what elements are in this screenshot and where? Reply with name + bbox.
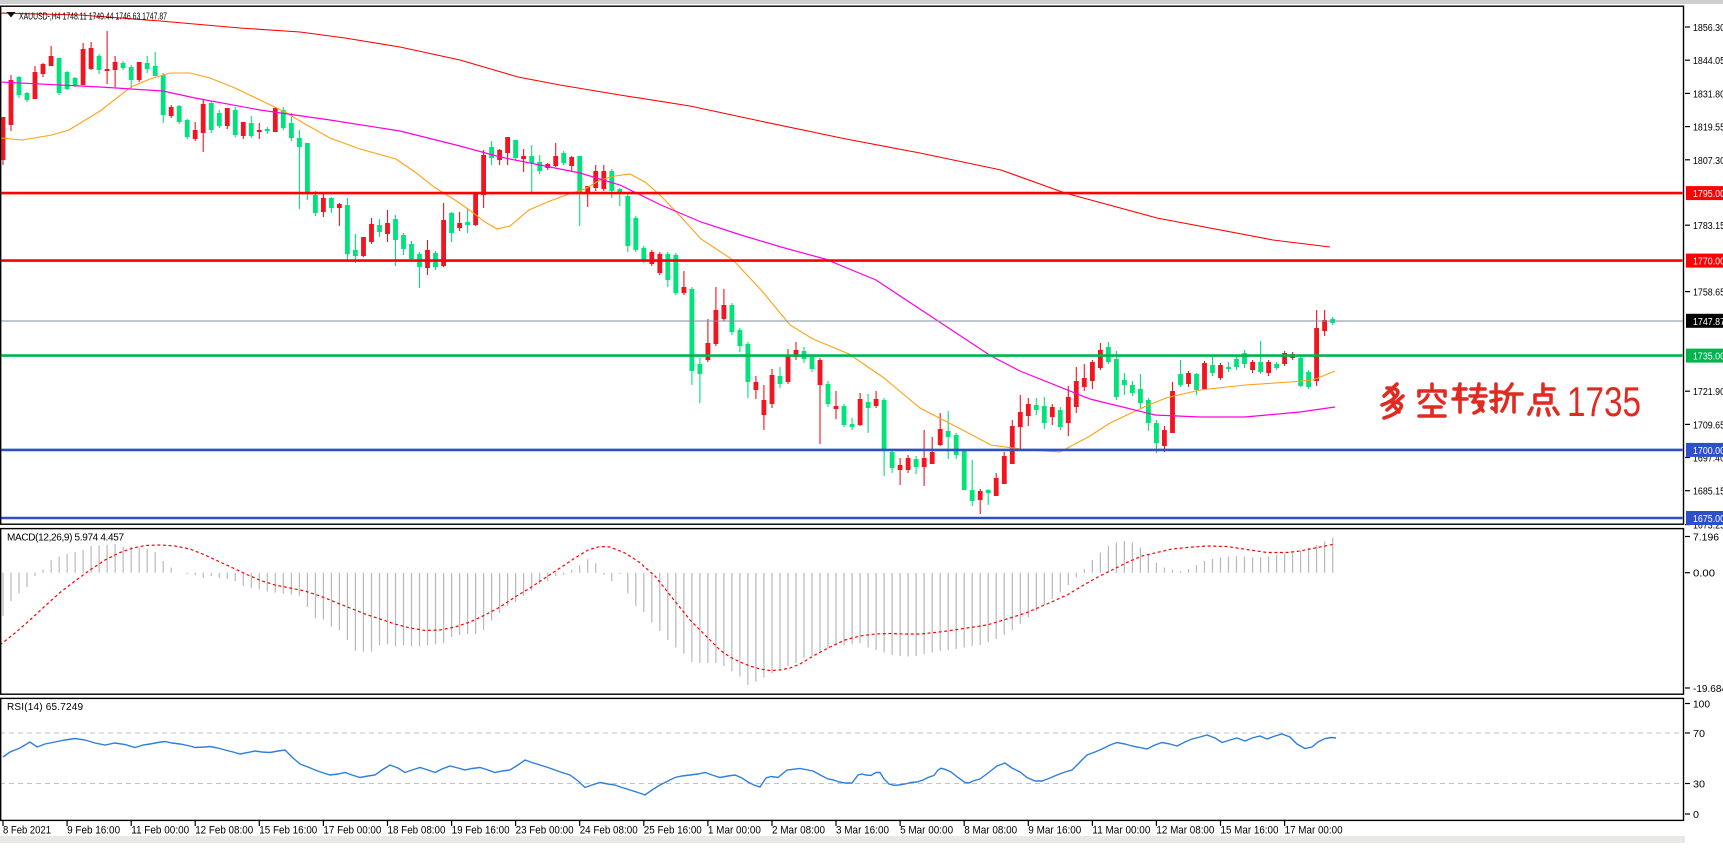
svg-text:9 Mar 16:00: 9 Mar 16:00	[1028, 825, 1081, 837]
svg-text:2 Mar 08:00: 2 Mar 08:00	[772, 825, 825, 837]
svg-text:23 Feb 00:00: 23 Feb 00:00	[516, 825, 574, 837]
svg-text:8 Mar 08:00: 8 Mar 08:00	[964, 825, 1017, 837]
svg-text:3 Mar 16:00: 3 Mar 16:00	[836, 825, 889, 837]
svg-text:1697.40: 1697.40	[1693, 454, 1723, 465]
svg-text:1758.65: 1758.65	[1693, 288, 1723, 299]
svg-text:XAUUSD-,H4 1748.11 1749.44 174: XAUUSD-,H4 1748.11 1749.44 1746.63 1747.…	[19, 12, 167, 23]
svg-text:9 Feb 16:00: 9 Feb 16:00	[67, 825, 120, 837]
svg-text:1831.80: 1831.80	[1693, 89, 1723, 100]
svg-text:1709.65: 1709.65	[1693, 420, 1723, 431]
svg-text:MACD(12,26,9) 5.974 4.457: MACD(12,26,9) 5.974 4.457	[7, 533, 124, 544]
svg-text:18 Feb 08:00: 18 Feb 08:00	[388, 825, 446, 837]
svg-text:1844.05: 1844.05	[1693, 56, 1723, 67]
svg-text:24 Feb 08:00: 24 Feb 08:00	[580, 825, 638, 837]
svg-text:11 Mar 00:00: 11 Mar 00:00	[1092, 825, 1150, 837]
svg-text:0: 0	[1693, 810, 1699, 821]
svg-text:1721.90: 1721.90	[1693, 387, 1723, 398]
svg-text:70: 70	[1693, 729, 1705, 740]
svg-text:7.196: 7.196	[1693, 533, 1719, 544]
svg-text:100: 100	[1693, 700, 1710, 711]
svg-text:17 Feb 00:00: 17 Feb 00:00	[323, 825, 381, 837]
svg-text:1675.00: 1675.00	[1693, 514, 1723, 525]
svg-text:1783.15: 1783.15	[1693, 221, 1723, 232]
svg-text:15 Feb 16:00: 15 Feb 16:00	[259, 825, 317, 837]
svg-text:11 Feb 00:00: 11 Feb 00:00	[131, 825, 189, 837]
svg-text:15 Mar 16:00: 15 Mar 16:00	[1221, 825, 1279, 837]
svg-text:1770.00: 1770.00	[1693, 257, 1723, 268]
svg-text:1735.00: 1735.00	[1693, 352, 1723, 363]
svg-text:1819.55: 1819.55	[1693, 123, 1723, 134]
svg-text:1 Mar 00:00: 1 Mar 00:00	[708, 825, 761, 837]
svg-text:0.00: 0.00	[1693, 569, 1715, 580]
svg-text:1673.25: 1673.25	[1693, 521, 1723, 532]
svg-text:1856.30: 1856.30	[1693, 23, 1723, 34]
svg-text:12 Mar 08:00: 12 Mar 08:00	[1156, 825, 1214, 837]
svg-text:19 Feb 16:00: 19 Feb 16:00	[452, 825, 510, 837]
svg-text:5 Mar 00:00: 5 Mar 00:00	[900, 825, 953, 837]
svg-text:8 Feb 2021: 8 Feb 2021	[3, 825, 51, 837]
svg-text:25 Feb 16:00: 25 Feb 16:00	[644, 825, 702, 837]
svg-text:1807.30: 1807.30	[1693, 156, 1723, 167]
svg-text:30: 30	[1693, 780, 1705, 791]
svg-text:17 Mar 00:00: 17 Mar 00:00	[1285, 825, 1343, 837]
svg-text:1700.00: 1700.00	[1693, 446, 1723, 457]
svg-text:-19.684: -19.684	[1693, 684, 1723, 695]
svg-text:RSI(14) 65.7249: RSI(14) 65.7249	[7, 702, 83, 713]
svg-text:1685.15: 1685.15	[1693, 487, 1723, 498]
svg-text:12 Feb 08:00: 12 Feb 08:00	[195, 825, 253, 837]
svg-text:1747.87: 1747.87	[1693, 317, 1723, 328]
svg-text:1795.00: 1795.00	[1693, 189, 1723, 200]
svg-text:1735: 1735	[1567, 378, 1641, 425]
